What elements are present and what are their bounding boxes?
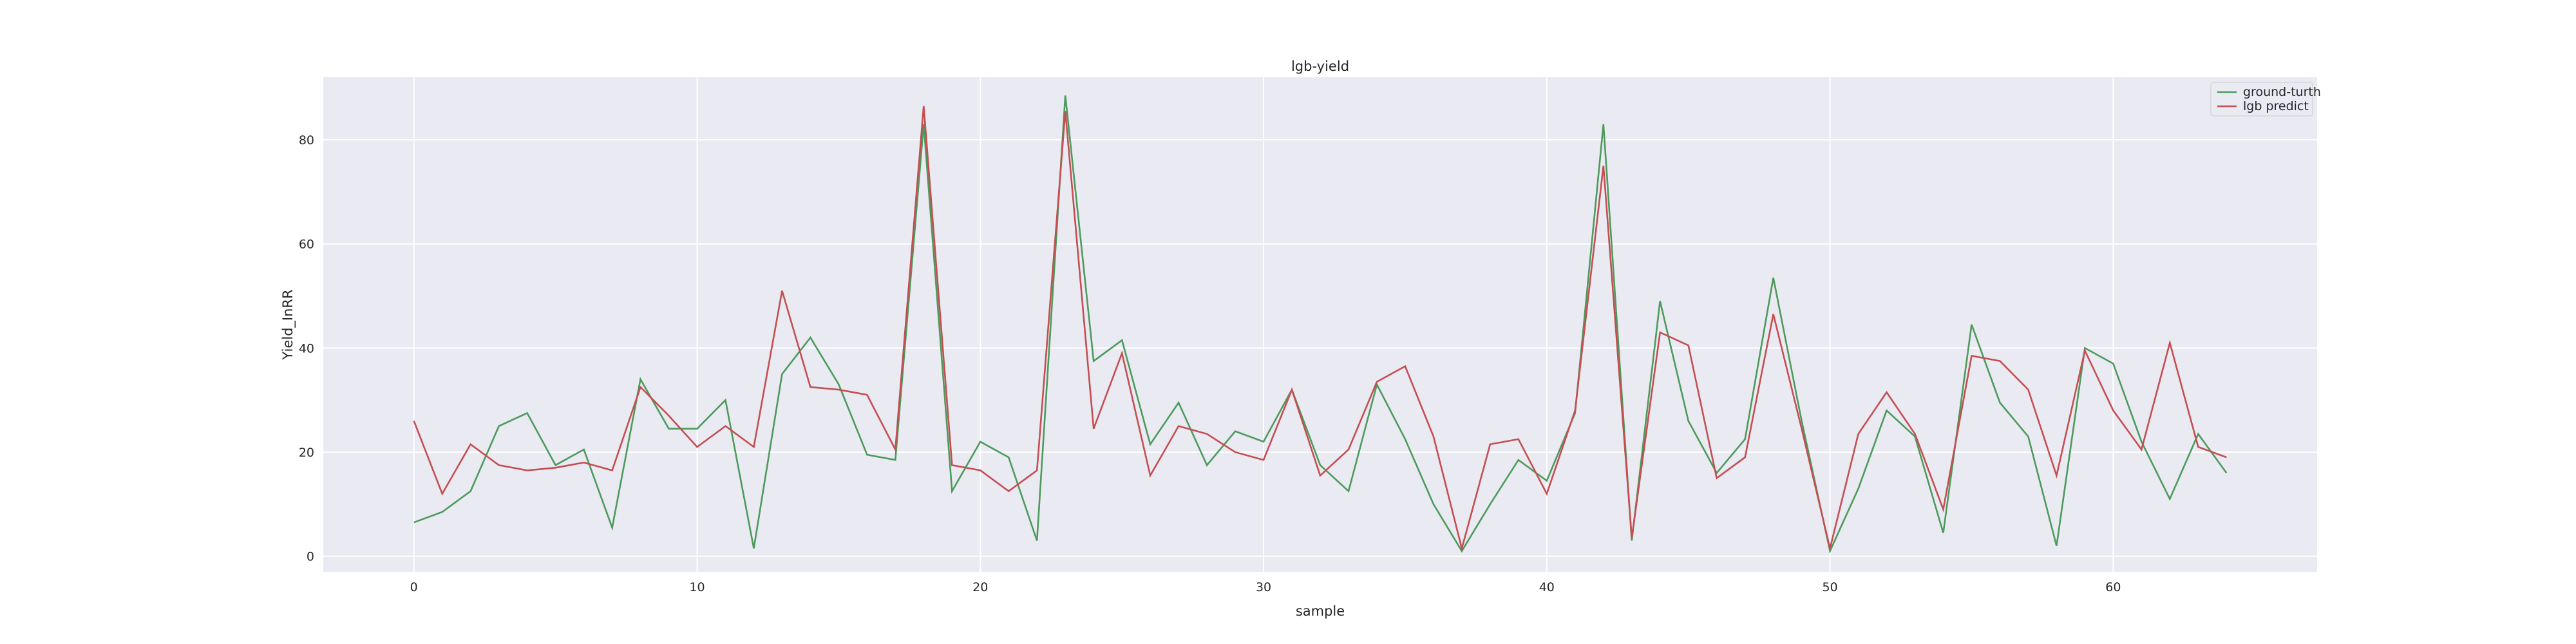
x-tick-label: 60 bbox=[2105, 580, 2121, 594]
x-tick-label: 50 bbox=[1822, 580, 1837, 594]
series-line bbox=[413, 106, 2227, 552]
grid-lines bbox=[323, 77, 2317, 572]
plot-area bbox=[323, 77, 2317, 572]
x-tick-label: 0 bbox=[410, 580, 418, 594]
tick-labels: 0 10 20 30 40 50 60 0 20 40 60 80 bbox=[299, 133, 2121, 594]
y-tick-label: 20 bbox=[299, 446, 314, 460]
chart-title: lgb-yield bbox=[1291, 59, 1349, 74]
y-tick-label: 60 bbox=[299, 238, 314, 252]
legend-entry: ground-turth bbox=[2243, 85, 2321, 99]
series-lines bbox=[413, 95, 2228, 554]
series-line bbox=[413, 95, 2228, 554]
legend-entry: lgb predict bbox=[2243, 99, 2309, 113]
x-tick-label: 20 bbox=[972, 580, 988, 594]
x-axis-label: sample bbox=[1296, 603, 1345, 619]
y-tick-label: 80 bbox=[299, 133, 314, 147]
legend-box bbox=[2210, 82, 2313, 117]
x-tick-label: 10 bbox=[689, 580, 705, 594]
y-axis-label: Yield_InRR bbox=[280, 289, 296, 360]
x-tick-label: 30 bbox=[1256, 580, 1271, 594]
y-tick-label: 40 bbox=[299, 341, 314, 355]
x-tick-label: 40 bbox=[1539, 580, 1555, 594]
y-tick-label: 0 bbox=[307, 550, 314, 564]
